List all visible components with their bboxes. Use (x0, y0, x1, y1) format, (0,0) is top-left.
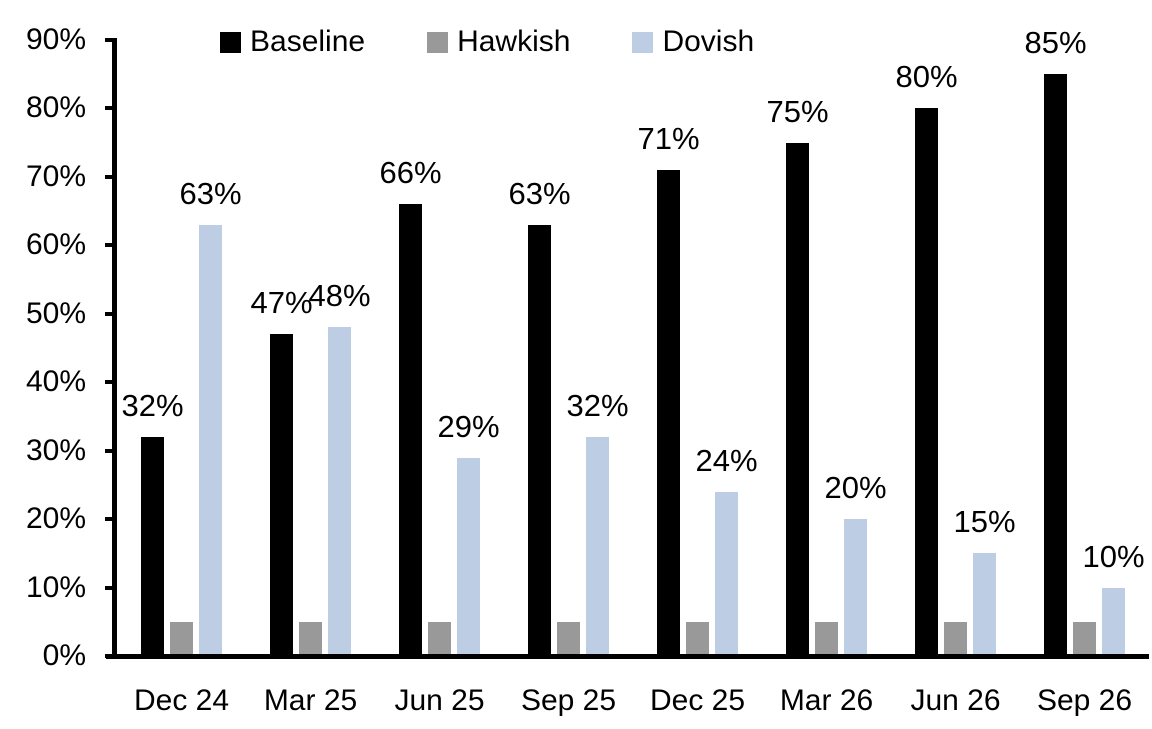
legend-label-dovish: Dovish (662, 25, 755, 58)
y-axis-tick-label: 40% (25, 365, 86, 399)
bar-dovish-sep-26 (1102, 587, 1125, 656)
y-axis-tick-label: 20% (25, 502, 86, 536)
bar-hawkish-sep-26 (1073, 621, 1096, 656)
legend-item-hawkish: Hawkish (427, 24, 570, 60)
y-axis-tick (105, 448, 113, 453)
data-label-baseline-sep-26: 85% (1024, 25, 1087, 61)
y-axis-tick-label: 80% (25, 91, 86, 125)
x-axis-label-mar-25: Mar 25 (263, 684, 358, 717)
y-axis-tick (105, 585, 113, 590)
data-label-dovish-dec-24: 63% (179, 175, 242, 211)
y-axis-tick-label: 30% (25, 433, 86, 467)
legend-label-hawkish: Hawkish (457, 25, 571, 58)
legend-marker-baseline (220, 31, 241, 53)
y-axis-tick-label: 0% (42, 639, 86, 672)
data-label-baseline-sep-25: 63% (508, 175, 571, 211)
y-axis-tick (105, 38, 113, 42)
x-axis-label-dec-25: Dec 25 (649, 684, 746, 717)
y-axis-tick-label: 70% (25, 159, 86, 193)
bar-baseline-jun-25 (399, 204, 422, 656)
bar-baseline-jun-26 (915, 108, 938, 656)
data-label-baseline-mar-25: 47% (250, 285, 313, 321)
y-axis-tick (105, 311, 113, 316)
y-axis-tick-label: 90% (25, 23, 86, 56)
bar-baseline-mar-25 (270, 334, 293, 656)
y-axis-tick (105, 174, 113, 179)
bar-baseline-sep-26 (1044, 74, 1067, 656)
y-axis-tick (105, 243, 113, 248)
x-axis-label-sep-25: Sep 25 (520, 684, 617, 717)
chart-legend: Baseline Hawkish Dovish (220, 24, 754, 60)
bar-hawkish-jun-25 (428, 621, 451, 656)
legend-label-baseline: Baseline (250, 25, 366, 58)
data-label-dovish-jun-25: 29% (437, 408, 500, 444)
bar-dovish-dec-25 (715, 491, 738, 656)
legend-item-baseline: Baseline (220, 24, 365, 60)
bar-hawkish-sep-25 (557, 621, 580, 656)
data-label-dovish-sep-26: 10% (1082, 538, 1145, 574)
bar-dovish-jun-26 (973, 553, 996, 656)
data-label-dovish-dec-25: 24% (695, 442, 758, 478)
bar-hawkish-jun-26 (944, 621, 967, 656)
legend-marker-dovish (632, 31, 654, 53)
y-axis-line (112, 38, 117, 659)
bar-dovish-mar-25 (328, 327, 351, 656)
bar-baseline-sep-25 (528, 224, 551, 656)
bar-hawkish-mar-26 (815, 621, 838, 656)
data-label-dovish-mar-26: 20% (824, 470, 887, 506)
y-axis-tick-label: 60% (25, 228, 86, 262)
bar-baseline-mar-26 (786, 142, 809, 656)
data-label-dovish-mar-25: 48% (308, 278, 371, 314)
data-label-dovish-sep-25: 32% (566, 387, 629, 423)
data-label-baseline-jun-26: 80% (895, 59, 958, 95)
x-axis-label-dec-24: Dec 24 (133, 684, 230, 717)
y-axis-tick (105, 106, 113, 111)
data-label-baseline-mar-26: 75% (766, 93, 829, 129)
bar-dovish-mar-26 (844, 519, 867, 656)
x-axis-label-mar-26: Mar 26 (779, 684, 874, 717)
x-axis-label-jun-25: Jun 25 (394, 684, 485, 717)
y-axis-tick-label: 10% (25, 570, 86, 604)
y-axis-tick-label: 50% (25, 296, 86, 330)
x-axis-label-sep-26: Sep 26 (1036, 684, 1133, 717)
bar-hawkish-dec-25 (686, 621, 709, 656)
bar-hawkish-mar-25 (299, 621, 322, 656)
x-axis-line (106, 654, 1149, 659)
y-axis-tick (105, 380, 113, 385)
bar-baseline-dec-25 (657, 170, 680, 656)
data-label-baseline-dec-24: 32% (121, 387, 184, 423)
bar-dovish-dec-24 (199, 224, 222, 656)
y-axis-tick (105, 517, 113, 522)
bar-dovish-sep-25 (586, 436, 609, 656)
legend-item-dovish: Dovish (632, 24, 754, 60)
bar-hawkish-dec-24 (170, 621, 193, 656)
bar-dovish-jun-25 (457, 457, 480, 656)
x-axis-label-jun-26: Jun 26 (910, 684, 1001, 717)
data-label-baseline-dec-25: 71% (637, 121, 700, 157)
bar-baseline-dec-24 (141, 436, 164, 656)
legend-marker-hawkish (427, 31, 449, 53)
data-label-baseline-jun-25: 66% (379, 155, 442, 191)
data-label-dovish-jun-26: 15% (953, 504, 1016, 540)
